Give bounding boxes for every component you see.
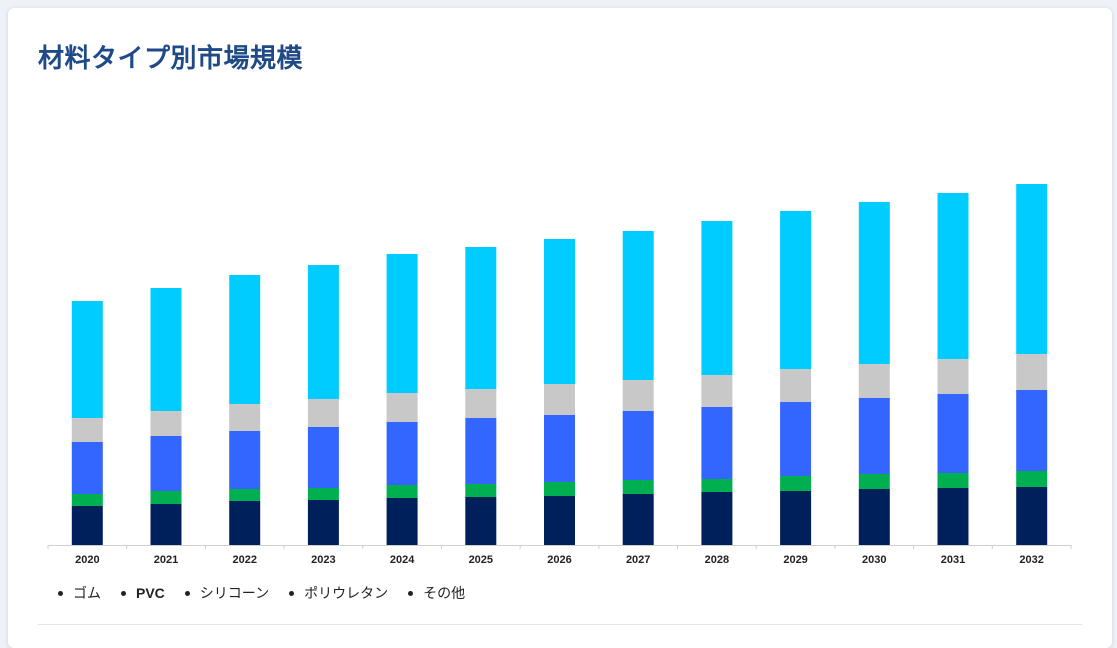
- bar-polyurethane-2020: [71, 418, 103, 442]
- bar-polyurethane-2028: [701, 375, 733, 407]
- chart-title: 材料タイプ別市場規模: [38, 44, 304, 74]
- x-tick-label: 2031: [941, 554, 965, 566]
- bar-rubber-2032: [1016, 487, 1048, 545]
- bar-polyurethane-2031: [937, 359, 969, 394]
- bar-rubber-2022: [229, 501, 261, 545]
- bar-other-2022: [229, 275, 261, 404]
- bar-rubber-2028: [701, 492, 733, 545]
- legend-item-pvc: PVC: [121, 585, 165, 601]
- bar-other-2031: [937, 193, 969, 359]
- bar-silicone-2020: [71, 442, 103, 494]
- x-tick-label: 2030: [862, 554, 886, 566]
- bar-other-2023: [307, 265, 339, 399]
- x-tick-label: 2023: [311, 554, 335, 566]
- bar-polyurethane-2024: [386, 393, 418, 422]
- bullet-icon: [121, 590, 126, 596]
- bar-other-2021: [150, 288, 182, 411]
- bar-polyurethane-2032: [1016, 354, 1048, 390]
- bar-pvc-2026: [544, 482, 575, 496]
- x-tick-label: 2021: [154, 554, 178, 566]
- bullet-icon: [408, 590, 414, 596]
- bar-other-2028: [701, 221, 733, 375]
- bar-rubber-2030: [858, 489, 890, 545]
- bar-silicone-2028: [701, 407, 733, 479]
- divider: [38, 624, 1082, 625]
- bar-other-2027: [622, 231, 654, 380]
- legend-item-silicone: シリコーン: [184, 583, 270, 603]
- bar-silicone-2027: [622, 411, 654, 480]
- bar-silicone-2031: [937, 394, 969, 473]
- bar-silicone-2030: [858, 398, 890, 474]
- legend-label: シリコーン: [199, 586, 270, 602]
- bar-other-2025: [465, 247, 497, 389]
- bar-polyurethane-2030: [858, 364, 890, 398]
- bar-pvc-2025: [465, 484, 497, 497]
- bar-rubber-2020: [71, 506, 103, 545]
- bar-silicone-2021: [150, 436, 182, 491]
- legend-item-polyurethane: ポリウレタン: [289, 583, 388, 603]
- x-tick-label: 2026: [547, 554, 571, 566]
- legend-item-other: その他: [408, 583, 465, 603]
- x-tick-label: 2032: [1019, 554, 1043, 566]
- bar-silicone-2026: [544, 415, 575, 482]
- bar-polyurethane-2021: [150, 411, 182, 436]
- bar-other-2024: [386, 254, 418, 393]
- bullet-icon: [184, 590, 190, 596]
- bar-polyurethane-2022: [229, 404, 261, 431]
- bar-rubber-2024: [386, 498, 418, 545]
- bar-polyurethane-2023: [307, 399, 339, 427]
- bar-pvc-2027: [622, 480, 654, 494]
- x-tick-label: 2024: [390, 554, 415, 566]
- x-tick-label: 2028: [705, 554, 729, 566]
- bar-other-2026: [544, 239, 575, 384]
- chart-legend: ゴム PVC シリコーン ポリウレタン その他: [58, 583, 465, 603]
- bullet-icon: [289, 590, 295, 596]
- bar-other-2030: [858, 202, 890, 364]
- bar-pvc-2023: [307, 488, 339, 500]
- bar-other-2020: [71, 301, 103, 418]
- bar-rubber-2021: [150, 504, 182, 545]
- bar-other-2032: [1016, 184, 1048, 354]
- bar-polyurethane-2029: [780, 369, 812, 402]
- x-tick-label: 2027: [626, 554, 650, 566]
- bar-pvc-2029: [780, 476, 812, 491]
- bar-polyurethane-2026: [544, 384, 575, 415]
- bar-polyurethane-2025: [465, 389, 497, 418]
- bar-polyurethane-2027: [622, 380, 654, 411]
- bar-pvc-2021: [150, 491, 182, 504]
- chart-card: 材料タイプ別市場規模 2020 2021 2022 2023 2024 2025 2026 2…: [8, 8, 1112, 648]
- bar-silicone-2022: [229, 431, 261, 489]
- legend-label: ゴム: [73, 586, 101, 602]
- legend-label: ポリウレタン: [304, 586, 389, 602]
- stacked-bar-chart: 2020 2021 2022 2023 2024 2025 2026 2027 2028 2029…: [47, 184, 1072, 566]
- bar-rubber-2031: [937, 488, 969, 545]
- bar-silicone-2025: [465, 418, 497, 484]
- bar-silicone-2023: [307, 427, 339, 488]
- bar-rubber-2023: [307, 500, 339, 545]
- legend-label: PVC: [136, 585, 165, 601]
- bar-rubber-2026: [544, 496, 575, 545]
- bar-pvc-2032: [1016, 471, 1048, 487]
- bar-pvc-2031: [937, 473, 969, 488]
- bar-pvc-2030: [858, 474, 890, 489]
- bar-rubber-2025: [465, 497, 497, 545]
- bullet-icon: [58, 590, 63, 596]
- bar-pvc-2024: [386, 485, 418, 498]
- bar-silicone-2032: [1016, 390, 1048, 471]
- bar-silicone-2024: [386, 422, 418, 485]
- bar-rubber-2029: [780, 491, 812, 545]
- bar-rubber-2027: [622, 494, 654, 545]
- bar-other-2029: [780, 211, 812, 369]
- bar-pvc-2028: [701, 479, 733, 492]
- x-tick-label: 2025: [469, 554, 493, 566]
- bar-silicone-2029: [780, 402, 812, 476]
- x-tick-label: 2020: [75, 554, 99, 566]
- legend-item-rubber: ゴム: [58, 583, 101, 603]
- x-tick-label: 2022: [232, 554, 256, 566]
- bar-pvc-2020: [71, 494, 103, 506]
- legend-label: その他: [423, 586, 466, 602]
- x-tick-label: 2029: [783, 554, 807, 566]
- bar-pvc-2022: [229, 489, 261, 501]
